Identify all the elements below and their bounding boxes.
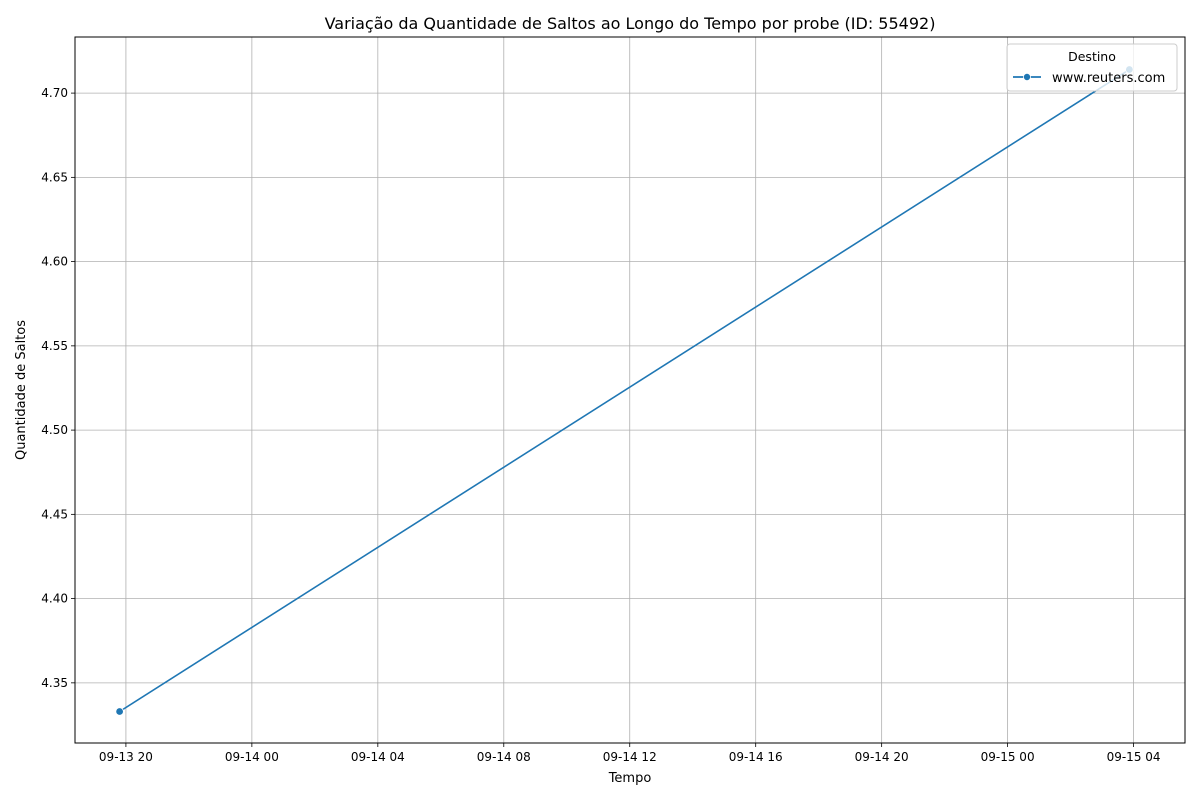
x-tick-label-0: 09-13 20 (99, 750, 153, 764)
series-layer (115, 65, 1134, 716)
y-tick-label-4: 4.55 (41, 339, 68, 353)
y-axis-label: Quantidade de Saltos (14, 320, 29, 460)
x-tick-label-1: 09-14 00 (225, 750, 279, 764)
x-tick-label-4: 09-14 12 (603, 750, 657, 764)
y-tick-label-2: 4.45 (41, 507, 68, 521)
tick-layer: 09-13 20 09-14 00 09-14 04 09-14 08 09-14 12… (41, 86, 1160, 764)
legend: Destino www.reuters.com (1006, 43, 1178, 92)
x-tick-label-7: 09-15 00 (981, 750, 1035, 764)
legend-marker-swatch (1023, 73, 1032, 82)
y-tick-label-5: 4.60 (41, 255, 68, 269)
x-tick-label-5: 09-14 16 (729, 750, 783, 764)
x-axis-label: Tempo (608, 771, 652, 786)
legend-entry-label: www.reuters.com (1052, 71, 1165, 86)
x-tick-label-2: 09-14 04 (351, 750, 405, 764)
x-tick-label-8: 09-15 04 (1107, 750, 1161, 764)
legend-box (1006, 43, 1178, 92)
x-tick-label-6: 09-14 20 (855, 750, 909, 764)
grid-layer (75, 37, 1185, 743)
series-line-0 (119, 68, 1130, 713)
y-tick-label-0: 4.35 (41, 676, 68, 690)
data-point-0-0 (115, 707, 124, 716)
y-tick-label-6: 4.65 (41, 170, 68, 184)
legend-title: Destino (1068, 49, 1116, 64)
y-tick-label-7: 4.70 (41, 86, 68, 100)
y-tick-label-1: 4.40 (41, 592, 68, 606)
y-tick-label-3: 4.50 (41, 423, 68, 437)
chart-title: Variação da Quantidade de Saltos ao Long… (325, 14, 936, 33)
x-tick-label-3: 09-14 08 (477, 750, 531, 764)
